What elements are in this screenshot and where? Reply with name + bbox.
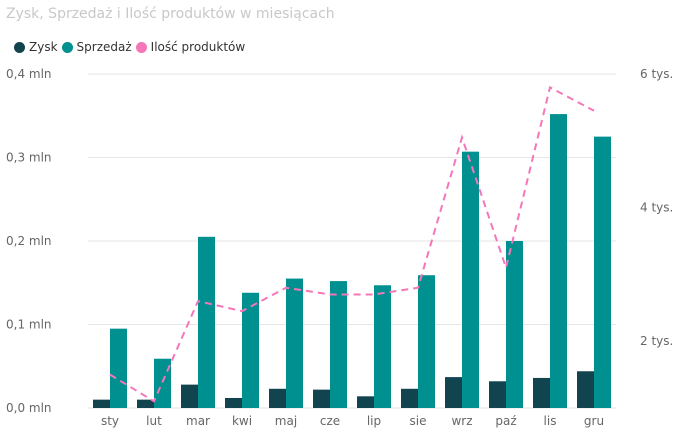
chart-title: Zysk, Sprzedaż i Ilość produktów w miesi… [6, 6, 335, 22]
x-tick-label: paź [495, 414, 516, 428]
y-left-tick-label: 0,3 mln [6, 151, 52, 165]
x-tick-label: lis [544, 414, 557, 428]
bar-sprzedaz [198, 236, 215, 408]
legend-label-sprzedaz: Sprzedaż [76, 40, 132, 54]
x-tick-label: lip [367, 414, 381, 428]
bar-sprzedaz [330, 281, 347, 408]
x-tick-label: sty [101, 414, 119, 428]
bar-sprzedaz [242, 292, 259, 408]
legend-item-zysk[interactable]: Zysk [14, 40, 58, 54]
bar-zysk [137, 399, 154, 408]
bar-sprzedaz [418, 275, 435, 408]
legend-marker-ilosc-produktow [135, 41, 147, 53]
x-tick-label: mar [186, 414, 210, 428]
bar-zysk [357, 396, 374, 408]
bar-zysk [445, 377, 462, 408]
bar-sprzedaz [550, 114, 567, 408]
legend: Zysk Sprzedaż Ilość produktów [14, 40, 249, 54]
line-ilosc-produktow [109, 85, 595, 403]
bar-zysk [93, 399, 110, 408]
bar-zysk [181, 384, 198, 408]
bar-zysk [401, 388, 418, 408]
bar-sprzedaz [110, 328, 127, 408]
bar-zysk [225, 397, 242, 408]
y-left-tick-label: 0,1 mln [6, 318, 52, 332]
bar-sprzedaz [506, 241, 523, 408]
x-tick-label: maj [275, 414, 297, 428]
y-left-tick-label: 0,4 mln [6, 67, 52, 81]
x-tick-label: wrz [451, 414, 472, 428]
bar-zysk [489, 381, 506, 408]
bar-zysk [269, 388, 286, 408]
y-right-tick-label: 2 tys. [640, 334, 673, 348]
bar-zysk [577, 371, 594, 408]
bar-zysk [533, 377, 550, 408]
legend-marker-zysk [14, 41, 25, 53]
legend-item-sprzedaz[interactable]: Sprzedaż [61, 40, 132, 54]
legend-label-zysk: Zysk [29, 40, 58, 54]
x-tick-label: lut [146, 414, 162, 428]
legend-item-ilosc-produktow[interactable]: Ilość produktów [135, 40, 246, 54]
y-left-tick-label: 0,0 mln [6, 401, 52, 415]
x-tick-label: kwi [232, 414, 252, 428]
x-tick-label: gru [584, 414, 604, 428]
y-left-tick-label: 0,2 mln [6, 234, 52, 248]
bars [93, 114, 611, 408]
bar-zysk [313, 389, 330, 408]
legend-label-ilosc-produktow: Ilość produktów [150, 40, 246, 54]
axes: 0,0 mln 0,1 mln 0,2 mln 0,3 mln 0,4 mln 2 tys… [6, 67, 673, 428]
x-tick-label: sie [410, 414, 427, 428]
gridlines [88, 73, 616, 409]
line-series [109, 85, 595, 403]
bar-sprzedaz [286, 278, 303, 408]
x-tick-label: cze [320, 414, 340, 428]
bar-sprzedaz [594, 136, 611, 408]
y-right-tick-label: 6 tys. [640, 67, 673, 81]
bar-sprzedaz [462, 151, 479, 408]
legend-marker-sprzedaz [61, 41, 73, 53]
y-right-tick-label: 4 tys. [640, 201, 673, 215]
bar-sprzedaz [374, 285, 391, 408]
